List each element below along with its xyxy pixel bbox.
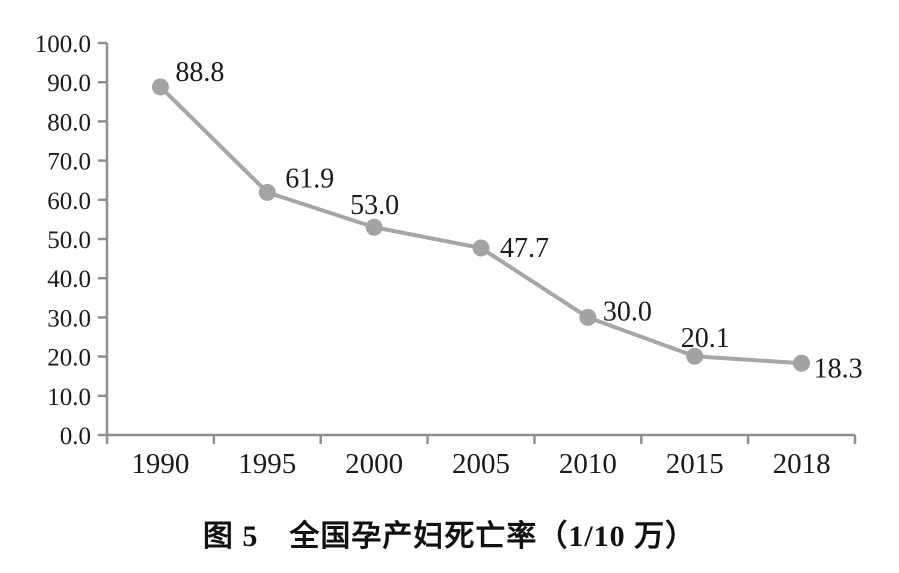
x-tick-label: 2018: [773, 448, 831, 480]
x-axis-labels: 1990 1995 2000 2005 2010 2015 2018: [131, 448, 830, 480]
x-tick-label: 2010: [559, 448, 617, 480]
y-tick-label: 50.0: [47, 227, 91, 254]
axes: [98, 41, 857, 444]
data-labels: 88.8 61.9 53.0 47.7 30.0 20.1 18.3: [175, 57, 862, 384]
data-point-label: 53.0: [350, 190, 399, 221]
data-point-label: 88.8: [175, 57, 224, 88]
x-tick-label: 2000: [345, 448, 403, 480]
data-point-label: 18.3: [814, 353, 863, 384]
data-point-label: 20.1: [681, 323, 730, 354]
data-point-marker: [258, 183, 276, 201]
y-tick-label: 90.0: [47, 70, 91, 97]
y-tick-label: 0.0: [60, 423, 91, 450]
series-markers: [151, 78, 811, 372]
y-tick-label: 40.0: [47, 266, 91, 293]
data-point-label: 30.0: [603, 296, 652, 327]
x-tick-label: 1995: [238, 448, 296, 480]
data-point-marker: [151, 78, 169, 96]
data-point-marker: [365, 218, 383, 236]
x-tick-label: 2005: [452, 448, 510, 480]
data-point-marker: [793, 354, 811, 372]
figure-caption: 图 5 全国孕产妇死亡率（1/10 万）: [202, 520, 697, 553]
data-point-marker: [686, 347, 704, 365]
data-point-label: 61.9: [285, 163, 334, 194]
line-chart: 0.0 10.0 20.0 30.0 40.0 50.0 60.0 70.0 80.0 90.0 1…: [35, 31, 863, 480]
y-tick-label: 10.0: [47, 384, 91, 411]
y-tick-label: 60.0: [47, 188, 91, 215]
data-point-marker: [579, 308, 597, 326]
data-point-label: 47.7: [500, 233, 549, 264]
data-point-marker: [472, 239, 490, 257]
y-axis-labels: 0.0 10.0 20.0 30.0 40.0 50.0 60.0 70.0 80.0 90.0 1…: [35, 31, 91, 450]
y-tick-label: 100.0: [35, 31, 91, 58]
x-tick-label: 2015: [666, 448, 724, 480]
y-tick-label: 20.0: [47, 345, 91, 372]
series-line: [158, 84, 804, 366]
y-tick-label: 80.0: [47, 109, 91, 136]
y-tick-label: 30.0: [47, 305, 91, 332]
x-tick-label: 1990: [131, 448, 189, 480]
y-tick-label: 70.0: [47, 149, 91, 176]
